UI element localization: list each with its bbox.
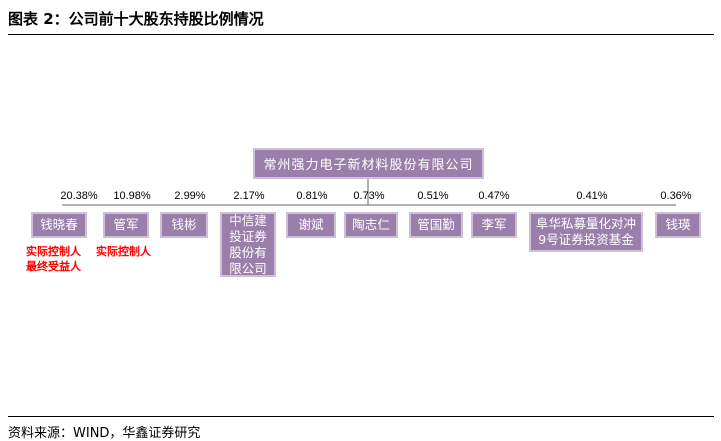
top-rule [8,34,714,35]
holder-box-5: 谢斌 [286,212,336,238]
holder1-role-note: 实际控制人 最终受益人 [26,244,81,274]
holder-pct-5: 0.81% [296,190,328,202]
source-note: 资料来源：WIND，华鑫证券研究 [8,426,201,441]
holder-box-7: 管国勤 [409,212,463,238]
company-box: 常州强力电子新材料股份有限公司 [253,148,484,179]
holder-box-8: 李军 [471,212,517,238]
holder-box-6: 陶志仁 [344,212,398,238]
holder1-role-line2: 最终受益人 [26,260,81,273]
holder1-role-line1: 实际控制人 [26,245,81,258]
holder-pct-3: 2.99% [174,190,206,202]
holder-pct-7: 0.51% [417,190,449,202]
figure-title: 图表 2：公司前十大股东持股比例情况 [8,10,264,28]
holder-pct-8: 0.47% [478,190,510,202]
holder-box-10: 钱瑛 [655,212,701,238]
holder-pct-10: 0.36% [660,190,692,202]
holder-pct-1: 20.38% [60,190,98,202]
holder-pct-4: 2.17% [233,190,265,202]
bottom-rule [8,416,714,417]
holder-pct-2: 10.98% [113,190,151,202]
holder-box-9: 阜华私募量化对冲9号证券投资基金 [529,212,643,252]
holder-box-3: 钱彬 [160,212,208,238]
holder2-role-line1: 实际控制人 [96,245,151,258]
holder-pct-6: 0.73% [353,190,385,202]
holder2-role-note: 实际控制人 [96,244,151,259]
holder-box-2: 管军 [103,212,149,238]
holder-box-4: 中信建投证券股份有限公司 [220,212,276,277]
holder-box-1: 钱晓春 [31,212,87,238]
holder-pct-9: 0.41% [576,190,608,202]
